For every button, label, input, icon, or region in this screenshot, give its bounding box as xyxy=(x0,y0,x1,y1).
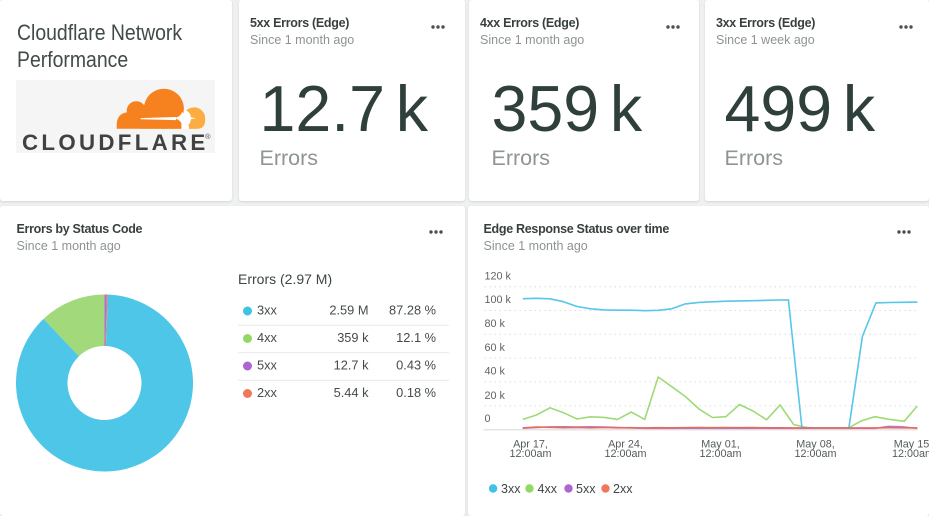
svg-text:2.59 M: 2.59 M xyxy=(329,302,368,317)
svg-text:12:00am: 12:00am xyxy=(509,448,551,460)
svg-text:Apr 24,: Apr 24, xyxy=(608,438,643,450)
svg-text:5xx: 5xx xyxy=(257,357,278,372)
svg-text:May 15,: May 15, xyxy=(893,438,929,450)
svg-text:2xx: 2xx xyxy=(613,481,633,495)
svg-text:4xx: 4xx xyxy=(257,330,278,345)
svg-text:0.18 %: 0.18 % xyxy=(396,385,436,400)
svg-text:12:00am: 12:00am xyxy=(699,448,741,460)
svg-text:3xx: 3xx xyxy=(501,481,521,495)
svg-text:3xx: 3xx xyxy=(257,302,278,317)
svg-text:Errors (2.97 M): Errors (2.97 M) xyxy=(238,271,332,287)
svg-text:0.43 %: 0.43 % xyxy=(396,357,436,372)
svg-text:80 k: 80 k xyxy=(484,317,505,329)
svg-text:12:00am: 12:00am xyxy=(794,448,836,460)
svg-text:5.44 k: 5.44 k xyxy=(334,385,369,400)
svg-text:12.7 k: 12.7 k xyxy=(334,357,369,372)
svg-text:12:00am: 12:00am xyxy=(891,448,929,460)
svg-text:2xx: 2xx xyxy=(257,385,278,400)
svg-text:40 k: 40 k xyxy=(484,365,505,377)
svg-text:12:00am: 12:00am xyxy=(604,448,646,460)
svg-text:May 08,: May 08, xyxy=(796,438,834,450)
svg-text:87.28 %: 87.28 % xyxy=(389,302,436,317)
svg-text:4xx: 4xx xyxy=(537,481,557,495)
svg-text:100 k: 100 k xyxy=(484,294,511,306)
svg-text:0: 0 xyxy=(484,413,490,425)
svg-text:20 k: 20 k xyxy=(484,389,505,401)
svg-text:359 k: 359 k xyxy=(337,330,369,345)
svg-text:60 k: 60 k xyxy=(484,341,505,353)
svg-text:Apr 17,: Apr 17, xyxy=(513,438,548,450)
svg-text:5xx: 5xx xyxy=(576,481,596,495)
svg-text:12.1 %: 12.1 % xyxy=(396,330,436,345)
svg-text:May 01,: May 01, xyxy=(701,438,739,450)
svg-text:CLOUDFLARE: CLOUDFLARE xyxy=(22,130,209,153)
svg-text:120 k: 120 k xyxy=(484,270,511,282)
svg-text:®: ® xyxy=(205,132,211,141)
